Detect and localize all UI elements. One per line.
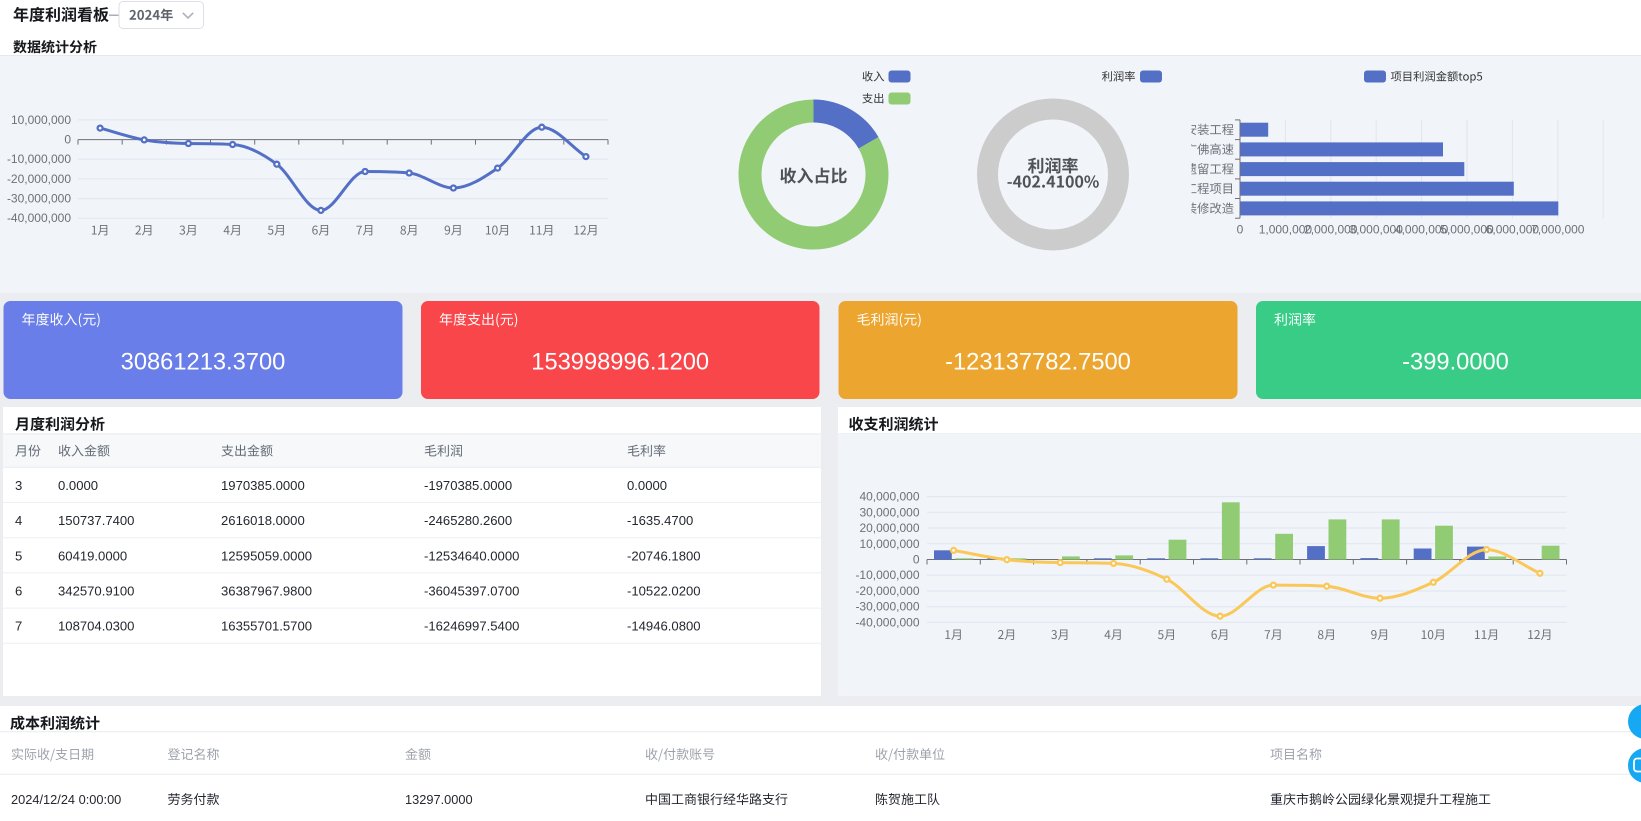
svg-text:0: 0 [1237,223,1244,237]
svg-text:0.0000: 0.0000 [627,478,667,493]
svg-text:150737.7400: 150737.7400 [58,513,134,528]
svg-text:60419.0000: 60419.0000 [58,548,127,563]
svg-text:40,000,000: 40,000,000 [859,490,919,504]
svg-text:6: 6 [15,584,22,599]
svg-text:16355701.5700: 16355701.5700 [221,619,312,634]
svg-text:10,000,000: 10,000,000 [11,113,71,127]
svg-text:1,000,000: 1,000,000 [1259,223,1313,237]
svg-text:1970385.0000: 1970385.0000 [221,478,305,493]
svg-text:-1970385.0000: -1970385.0000 [424,478,512,493]
svg-text:-40,000,000: -40,000,000 [7,211,71,225]
svg-text:7: 7 [15,619,22,634]
svg-text:0: 0 [64,133,71,147]
svg-text:20,000,000: 20,000,000 [859,521,919,535]
svg-text:-20746.1800: -20746.1800 [627,548,701,563]
svg-text:153998996.1200: 153998996.1200 [531,350,709,376]
svg-text:-12534640.0000: -12534640.0000 [424,548,519,563]
svg-text:-10522.0200: -10522.0200 [627,584,701,599]
svg-text:0.0000: 0.0000 [58,478,98,493]
svg-text:-1635.4700: -1635.4700 [627,513,693,528]
svg-text:6,000,000: 6,000,000 [1486,223,1540,237]
svg-text:10,000,000: 10,000,000 [859,537,919,551]
svg-text:-36045397.0700: -36045397.0700 [424,584,519,599]
svg-text:4: 4 [15,513,22,528]
svg-text:-30,000,000: -30,000,000 [855,600,919,614]
svg-text:13297.0000: 13297.0000 [405,792,473,807]
svg-text:-30,000,000: -30,000,000 [7,192,71,206]
svg-text:30,000,000: 30,000,000 [859,505,919,519]
svg-text:-123137782.7500: -123137782.7500 [945,350,1131,376]
svg-text:-20,000,000: -20,000,000 [7,172,71,186]
svg-text:0: 0 [913,553,920,567]
svg-text:-20,000,000: -20,000,000 [855,584,919,598]
svg-text:5,000,000: 5,000,000 [1440,223,1494,237]
svg-text:2616018.0000: 2616018.0000 [221,513,305,528]
svg-text:7,000,000: 7,000,000 [1531,223,1585,237]
svg-text:2,000,000: 2,000,000 [1304,223,1358,237]
svg-text:36387967.9800: 36387967.9800 [221,584,312,599]
svg-text:4,000,000: 4,000,000 [1395,223,1449,237]
svg-text:3,000,000: 3,000,000 [1350,223,1404,237]
svg-text:12595059.0000: 12595059.0000 [221,548,312,563]
svg-text:108704.0300: 108704.0300 [58,619,134,634]
svg-text:-10,000,000: -10,000,000 [855,568,919,582]
svg-text:2024/12/24 0:00:00: 2024/12/24 0:00:00 [11,792,121,807]
svg-text:342570.9100: 342570.9100 [58,584,134,599]
svg-text:5: 5 [15,548,22,563]
svg-text:-10,000,000: -10,000,000 [7,152,71,166]
svg-text:30861213.3700: 30861213.3700 [121,350,286,376]
svg-text:-14946.0800: -14946.0800 [627,619,701,634]
svg-text:3: 3 [15,478,22,493]
svg-text:-16246997.5400: -16246997.5400 [424,619,519,634]
svg-text:-40,000,000: -40,000,000 [855,615,919,629]
svg-text:-399.0000: -399.0000 [1402,350,1509,376]
svg-text:-2465280.2600: -2465280.2600 [424,513,512,528]
